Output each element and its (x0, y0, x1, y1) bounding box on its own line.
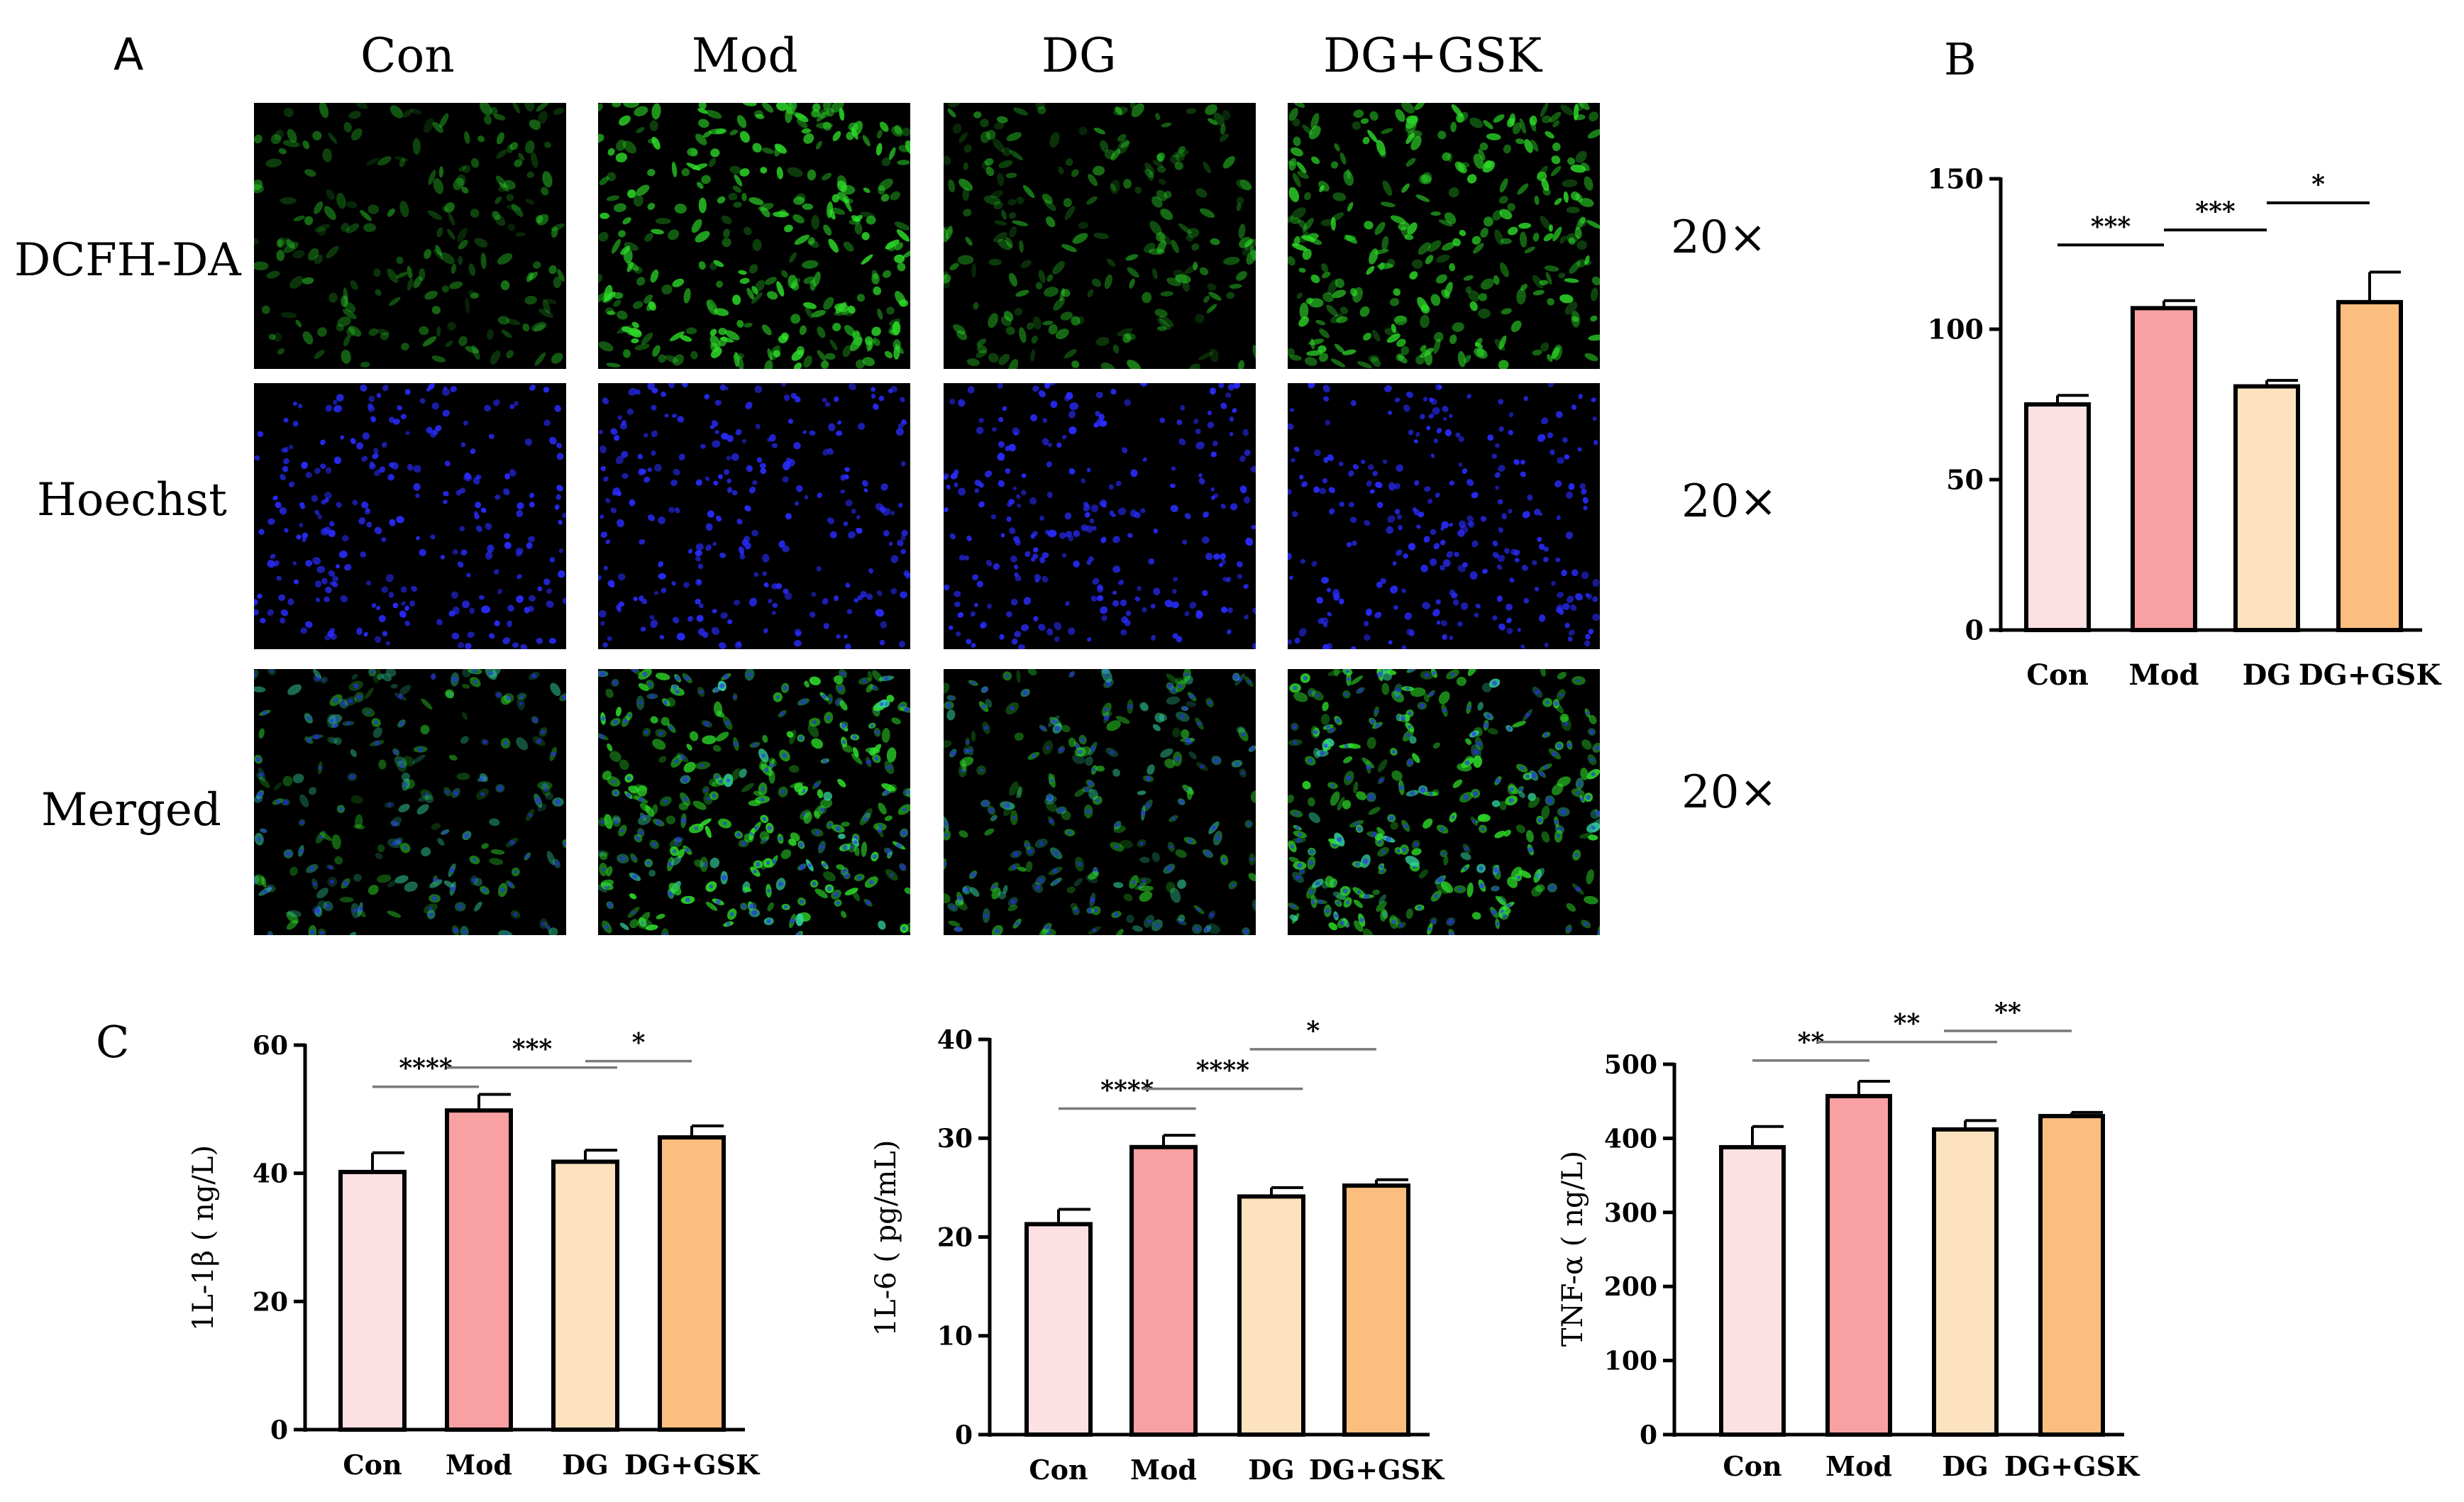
bar-dg-gsk (2038, 1114, 2105, 1437)
y-tick-label: 20 (253, 1287, 288, 1317)
y-tick-label: 200 (1604, 1272, 1657, 1302)
significance-label: ** (1994, 998, 2021, 1027)
magnification-label: 20× (1681, 766, 1778, 819)
bar-con (1024, 1222, 1093, 1437)
x-tick-label: Con (2026, 658, 2089, 692)
y-tick-label: 100 (1604, 1347, 1657, 1376)
y-tick-label: 100 (1928, 314, 1984, 346)
microscopy-image (598, 669, 910, 935)
microscopy-image (1288, 669, 1600, 935)
y-tick-label: 0 (1640, 1420, 1657, 1450)
significance-label: **** (1100, 1075, 1154, 1105)
column-header-dg-gsk: DG+GSK (1323, 28, 1542, 83)
x-tick-label: Mod (1130, 1454, 1197, 1486)
bar-mod (445, 1108, 513, 1432)
panel-letter: C (96, 1016, 129, 1068)
x-tick-label: DG+GSK (1309, 1454, 1445, 1486)
y-tick-label: 400 (1604, 1124, 1657, 1154)
y-tick-label: 150 (1928, 163, 1984, 195)
column-header-con: Con (360, 28, 455, 83)
x-tick-label: Con (1723, 1450, 1781, 1482)
row-label-dcfh-da: DCFH-DA (14, 234, 241, 287)
bar-con (338, 1169, 407, 1432)
microscopy-image (1288, 103, 1600, 369)
y-tick-label: 30 (937, 1124, 973, 1154)
y-tick-label: 10 (937, 1322, 973, 1352)
x-tick-label: DG (1248, 1454, 1294, 1486)
y-tick-label: 0 (270, 1415, 288, 1445)
bar-con (2024, 402, 2091, 632)
x-tick-label: DG (2243, 658, 2292, 692)
microscopy-image (944, 383, 1256, 649)
x-tick-label: DG+GSK (624, 1449, 761, 1481)
significance-label: * (1306, 1016, 1320, 1046)
x-tick-label: Mod (2129, 658, 2199, 692)
bar-mod (1825, 1093, 1892, 1437)
significance-label: **** (1196, 1056, 1249, 1086)
y-tick-label: 0 (1965, 614, 1984, 646)
microscopy-image (254, 103, 566, 369)
bar-dg (1237, 1194, 1305, 1437)
bar-dg-gsk (2336, 299, 2403, 632)
significance-label: ** (1894, 1009, 1921, 1039)
x-tick-label: Con (1029, 1454, 1088, 1486)
bar-dg (2233, 384, 2300, 632)
panel-a-letter: A (114, 28, 144, 80)
bar-dg-gsk (658, 1135, 726, 1432)
significance-label: *** (2195, 197, 2236, 226)
x-tick-label: DG (1942, 1450, 1988, 1482)
y-axis-label: 1L-6 ( pg/mL) (870, 1140, 902, 1337)
row-label-hoechst: Hoechst (37, 474, 227, 526)
microscopy-image (254, 383, 566, 649)
microscopy-image (944, 103, 1256, 369)
x-tick-label: DG+GSK (2299, 658, 2441, 692)
microscopy-image (254, 669, 566, 935)
panel-letter: B (1944, 33, 1977, 85)
y-axis-label: 1L-1β ( ng/L) (187, 1145, 220, 1331)
microscopy-image (1288, 383, 1600, 649)
x-tick-label: DG+GSK (2004, 1450, 2140, 1482)
y-tick-label: 40 (937, 1025, 973, 1055)
x-tick-label: DG (562, 1449, 608, 1481)
microscopy-image (598, 383, 910, 649)
significance-label: * (2311, 170, 2325, 199)
row-label-merged: Merged (41, 784, 221, 836)
microscopy-image (944, 669, 1256, 935)
significance-label: *** (512, 1034, 553, 1064)
significance-label: **** (399, 1054, 452, 1083)
y-tick-label: 60 (253, 1031, 288, 1061)
y-tick-label: 40 (253, 1159, 288, 1189)
bar-mod (1129, 1144, 1198, 1437)
magnification-label: 20× (1681, 475, 1778, 528)
y-tick-label: 500 (1604, 1050, 1657, 1080)
bar-con (1719, 1144, 1786, 1437)
bar-dg (1932, 1127, 1999, 1437)
column-header-mod: Mod (692, 28, 798, 83)
y-tick-label: 300 (1604, 1198, 1657, 1228)
bar-dg-gsk (1342, 1183, 1410, 1437)
y-axis-label: TNF-α ( ng/L) (1557, 1151, 1589, 1347)
x-tick-label: Mod (1825, 1450, 1892, 1482)
bar-mod (2131, 306, 2197, 632)
significance-label: * (632, 1028, 646, 1058)
microscopy-image (598, 103, 910, 369)
y-tick-label: 0 (955, 1420, 973, 1450)
y-tick-label: 20 (937, 1222, 973, 1252)
bar-dg (551, 1159, 619, 1432)
y-tick-label: 50 (1946, 464, 1984, 496)
x-tick-label: Mod (446, 1449, 512, 1481)
column-header-dg: DG (1042, 28, 1117, 83)
significance-label: *** (2091, 211, 2131, 241)
magnification-label: 20× (1671, 211, 1767, 264)
x-tick-label: Con (343, 1449, 402, 1481)
